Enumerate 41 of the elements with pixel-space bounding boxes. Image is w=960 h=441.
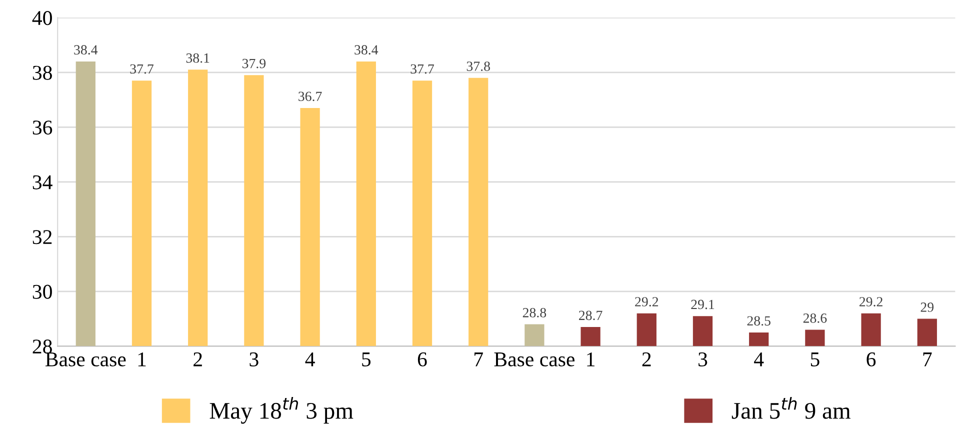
y-tick-label: 34 (32, 175, 52, 190)
data-label: 38.4 (354, 45, 378, 55)
x-tick-label: 5 (362, 352, 371, 366)
x-tick-label: 4 (305, 352, 315, 366)
x-tick-label: 3 (250, 352, 258, 366)
x-tick-label: 5 (810, 352, 820, 366)
data-label: 29.2 (635, 297, 658, 306)
x-tick-label: 2 (642, 352, 651, 366)
x-tick-label: 1 (587, 352, 595, 366)
y-tick-label: 38 (32, 66, 52, 80)
data-label: 37.7 (130, 64, 154, 74)
y-tick-label: 40 (32, 11, 52, 26)
legend-label: May 18$^{th}$ 3 pm (210, 397, 354, 424)
x-tick-label: 6 (866, 352, 876, 366)
data-label: 28.8 (522, 308, 546, 318)
y-tick-label: 28 (32, 340, 52, 354)
data-label: 38.4 (74, 45, 98, 55)
x-tick-label: Base case (45, 352, 126, 366)
legend-label: Jan 5$^{th}$ 9 am (732, 397, 851, 419)
x-tick-label: 1 (138, 352, 146, 366)
x-tick-label: 3 (698, 352, 708, 366)
y-tick-label: 32 (32, 230, 52, 244)
x-tick-label: 7 (923, 352, 932, 366)
data-label: 37.9 (242, 58, 266, 68)
x-tick-label: 2 (194, 352, 202, 366)
data-label: 28.6 (803, 313, 827, 323)
x-tick-label: 4 (754, 352, 764, 366)
x-tick-label: 6 (418, 352, 427, 366)
data-label: 37.7 (410, 64, 434, 74)
data-label: 28.7 (579, 310, 602, 320)
data-label: 29.1 (691, 300, 714, 310)
data-label: 37.8 (466, 62, 490, 72)
data-label: 29 (920, 302, 934, 312)
data-label: 38.1 (186, 53, 210, 63)
data-label: 29.2 (860, 297, 882, 306)
x-tick-label: Base case (494, 352, 574, 366)
data-label: 28.5 (747, 316, 770, 326)
y-tick-label: 36 (32, 120, 52, 135)
y-tick-label: 30 (32, 284, 52, 299)
data-label: 36.7 (298, 92, 322, 102)
x-tick-label: 7 (474, 352, 483, 366)
